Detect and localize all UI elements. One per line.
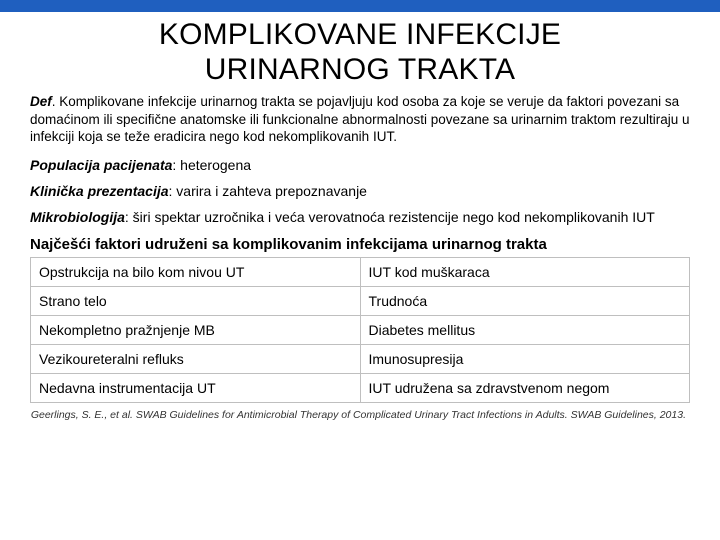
table-cell: IUT udružena sa zdravstvenom negom (360, 374, 690, 403)
bullet-presentation: Klinička prezentacija: varira i zahteva … (30, 182, 690, 200)
definition-block: Def. Komplikovane infekcije urinarnog tr… (30, 93, 690, 146)
table-row: Strano telo Trudnoća (31, 287, 690, 316)
page-title: KOMPLIKOVANE INFEKCIJE URINARNOG TRAKTA (30, 18, 690, 87)
bullet-label: Mikrobiologija (30, 209, 125, 225)
header-bar (0, 0, 720, 12)
bullet-label: Populacija pacijenata (30, 157, 172, 173)
table-cell: Vezikoureteralni refluks (31, 345, 361, 374)
bullet-population: Populacija pacijenata: heterogena (30, 156, 690, 174)
table-cell: Strano telo (31, 287, 361, 316)
table-cell: Nekompletno pražnjenje MB (31, 316, 361, 345)
slide-content: KOMPLIKOVANE INFEKCIJE URINARNOG TRAKTA … (0, 18, 720, 432)
table-row: Vezikoureteralni refluks Imunosupresija (31, 345, 690, 374)
factors-table: Opstrukcija na bilo kom nivou UT IUT kod… (30, 257, 690, 403)
table-row: Nedavna instrumentacija UT IUT udružena … (31, 374, 690, 403)
table-heading: Najčešći faktori udruženi sa komplikovan… (30, 236, 690, 253)
table-cell: Nedavna instrumentacija UT (31, 374, 361, 403)
title-line-2: URINARNOG TRAKTA (205, 53, 515, 86)
table-cell: Imunosupresija (360, 345, 690, 374)
table-cell: IUT kod muškaraca (360, 258, 690, 287)
bullet-microbiology: Mikrobiologija: širi spektar uzročnika i… (30, 208, 690, 226)
bullet-label: Klinička prezentacija (30, 183, 169, 199)
definition-text: . Komplikovane infekcije urinarnog trakt… (30, 94, 690, 144)
bullet-text: : varira i zahteva prepoznavanje (169, 183, 367, 199)
table-cell: Trudnoća (360, 287, 690, 316)
table-row: Opstrukcija na bilo kom nivou UT IUT kod… (31, 258, 690, 287)
table-cell: Diabetes mellitus (360, 316, 690, 345)
definition-label: Def (30, 94, 52, 109)
citation: Geerlings, S. E., et al. SWAB Guidelines… (30, 409, 690, 422)
title-line-1: KOMPLIKOVANE INFEKCIJE (159, 18, 561, 51)
table-row: Nekompletno pražnjenje MB Diabetes melli… (31, 316, 690, 345)
table-cell: Opstrukcija na bilo kom nivou UT (31, 258, 361, 287)
bullet-text: : širi spektar uzročnika i veća verovatn… (125, 209, 655, 225)
bullet-text: : heterogena (172, 157, 251, 173)
